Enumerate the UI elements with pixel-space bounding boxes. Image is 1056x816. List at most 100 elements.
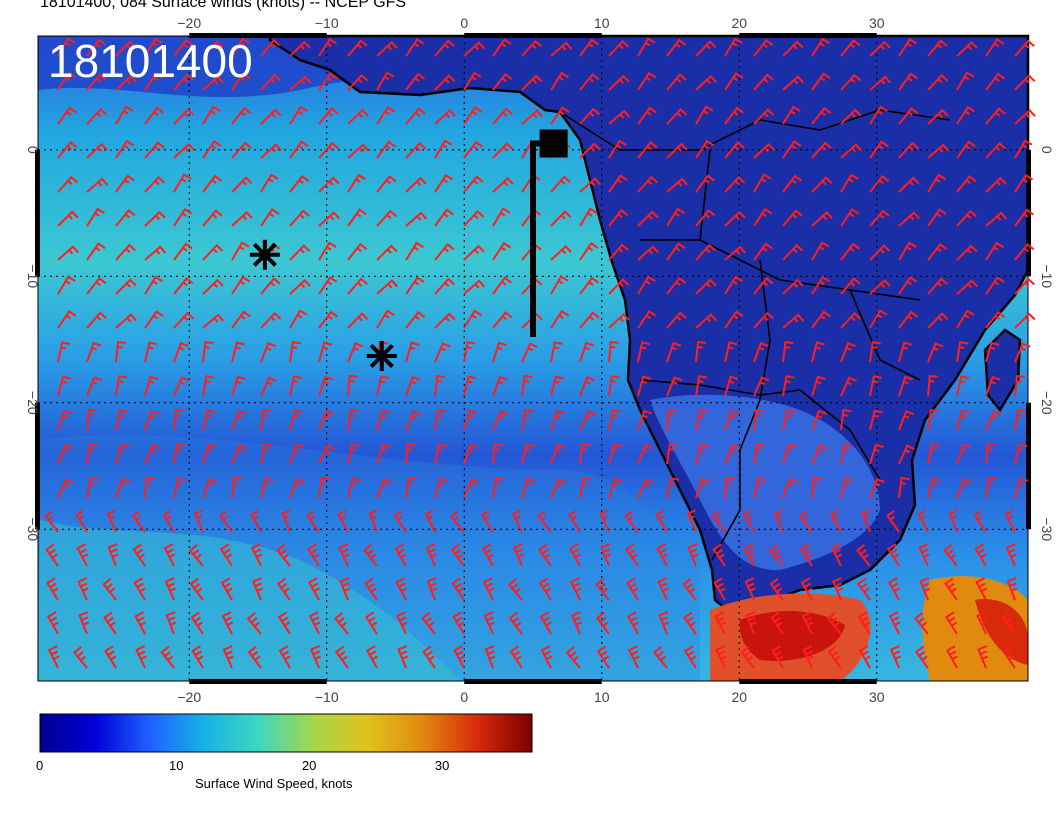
wind-barb: [565, 646, 581, 669]
wind-barb: [434, 108, 456, 125]
wind-barb: [347, 173, 366, 193]
wind-barb: [782, 243, 804, 261]
wind-barb: [898, 176, 920, 193]
wind-barb: [492, 241, 512, 261]
wind-barb: [579, 142, 601, 159]
wind-barb: [977, 645, 989, 669]
wind-barb: [627, 645, 640, 669]
wind-barb: [57, 210, 79, 227]
wind-barb: [599, 509, 610, 533]
wind-barb: [347, 312, 369, 329]
wind-barb: [260, 173, 279, 193]
wind-barb: [160, 645, 175, 669]
wind-barb: [927, 477, 941, 499]
wind-barb: [956, 478, 972, 499]
wind-barb: [927, 242, 948, 261]
wind-barb: [782, 341, 794, 363]
wind-barb: [463, 279, 486, 295]
wind-barb: [695, 341, 707, 363]
wind-barb: [434, 443, 448, 465]
wind-barb: [306, 510, 320, 533]
wind-barb: [550, 71, 569, 91]
wind-barb: [434, 74, 456, 91]
wind-barb: [715, 645, 727, 669]
wind-barb: [898, 310, 919, 329]
wind-barb: [202, 341, 214, 363]
wind-barb: [107, 543, 119, 567]
wind-barb: [86, 107, 108, 125]
wind-barb: [394, 543, 407, 567]
wind-barb: [724, 106, 745, 125]
wind-barb: [218, 510, 233, 533]
wind-barb: [608, 443, 622, 465]
wind-barb: [463, 209, 485, 227]
wind-barb: [463, 443, 479, 465]
lon-tick-label: −10: [315, 15, 339, 31]
wind-barb: [811, 37, 830, 57]
wind-barb: [347, 108, 369, 125]
wind-barb: [695, 375, 708, 397]
lon-tick-label: 30: [869, 689, 885, 705]
wind-barb: [144, 245, 167, 261]
right-axis-bar: [1026, 402, 1031, 530]
wind-barb: [86, 276, 107, 295]
wind-barb: [434, 277, 455, 295]
wind-barb: [782, 375, 795, 397]
wind-barb: [219, 543, 233, 567]
wind-barb: [579, 477, 592, 499]
wind-barb: [657, 577, 669, 601]
wind-barb: [424, 509, 436, 533]
wind-barb: [740, 645, 755, 669]
wind-barb: [86, 73, 107, 91]
wind-barb: [956, 279, 978, 295]
wind-barb: [190, 611, 204, 635]
wind-barb: [507, 578, 523, 601]
wind-barb: [115, 139, 135, 159]
wind-barb: [393, 510, 407, 533]
wind-barb: [276, 577, 291, 601]
wind-barb: [655, 509, 668, 533]
wind-barb: [800, 577, 813, 601]
wind-barb: [104, 645, 117, 669]
wind-barb: [927, 312, 949, 329]
wind-barb: [695, 174, 715, 193]
wind-barb: [463, 309, 482, 329]
wind-barb: [914, 612, 929, 635]
wind-barb: [339, 577, 351, 601]
wind-barb: [948, 509, 958, 533]
wind-barb: [202, 409, 216, 431]
wind-barb: [550, 275, 569, 295]
bottom-lon-labels: −20 −10 0 10 20 30: [177, 689, 884, 705]
wind-barb: [695, 105, 714, 125]
wind-barb: [637, 210, 659, 227]
wind-barb: [919, 577, 931, 601]
wind-barb: [985, 375, 1001, 397]
wind-barb: [452, 611, 465, 635]
wind-barb: [434, 409, 447, 431]
wind-barb: [782, 313, 805, 329]
wind-barb: [538, 577, 552, 601]
wind-barb: [869, 40, 891, 57]
wind-barb: [260, 73, 281, 91]
wind-barb: [463, 106, 483, 125]
wind-barb: [318, 107, 339, 125]
wind-barb: [985, 107, 1006, 125]
wind-barb: [869, 409, 883, 431]
wind-barb: [869, 309, 888, 329]
wind-barb: [521, 39, 542, 57]
wind-barb: [724, 444, 741, 465]
wind-barb: [579, 38, 599, 57]
wind-barb: [47, 645, 60, 669]
wind-barb: [695, 74, 717, 91]
wind-barb: [115, 243, 136, 261]
wind-barb: [405, 410, 422, 431]
wind-barb: [492, 341, 507, 363]
lon-tick-label: 20: [731, 15, 747, 31]
wind-barb: [1014, 39, 1035, 57]
wind-barb: [768, 544, 784, 567]
wind-barb: [782, 40, 804, 57]
wind-barb: [898, 477, 910, 499]
wind-barb: [608, 312, 630, 329]
wind-barb: [570, 611, 583, 635]
wind-barb: [608, 39, 630, 57]
